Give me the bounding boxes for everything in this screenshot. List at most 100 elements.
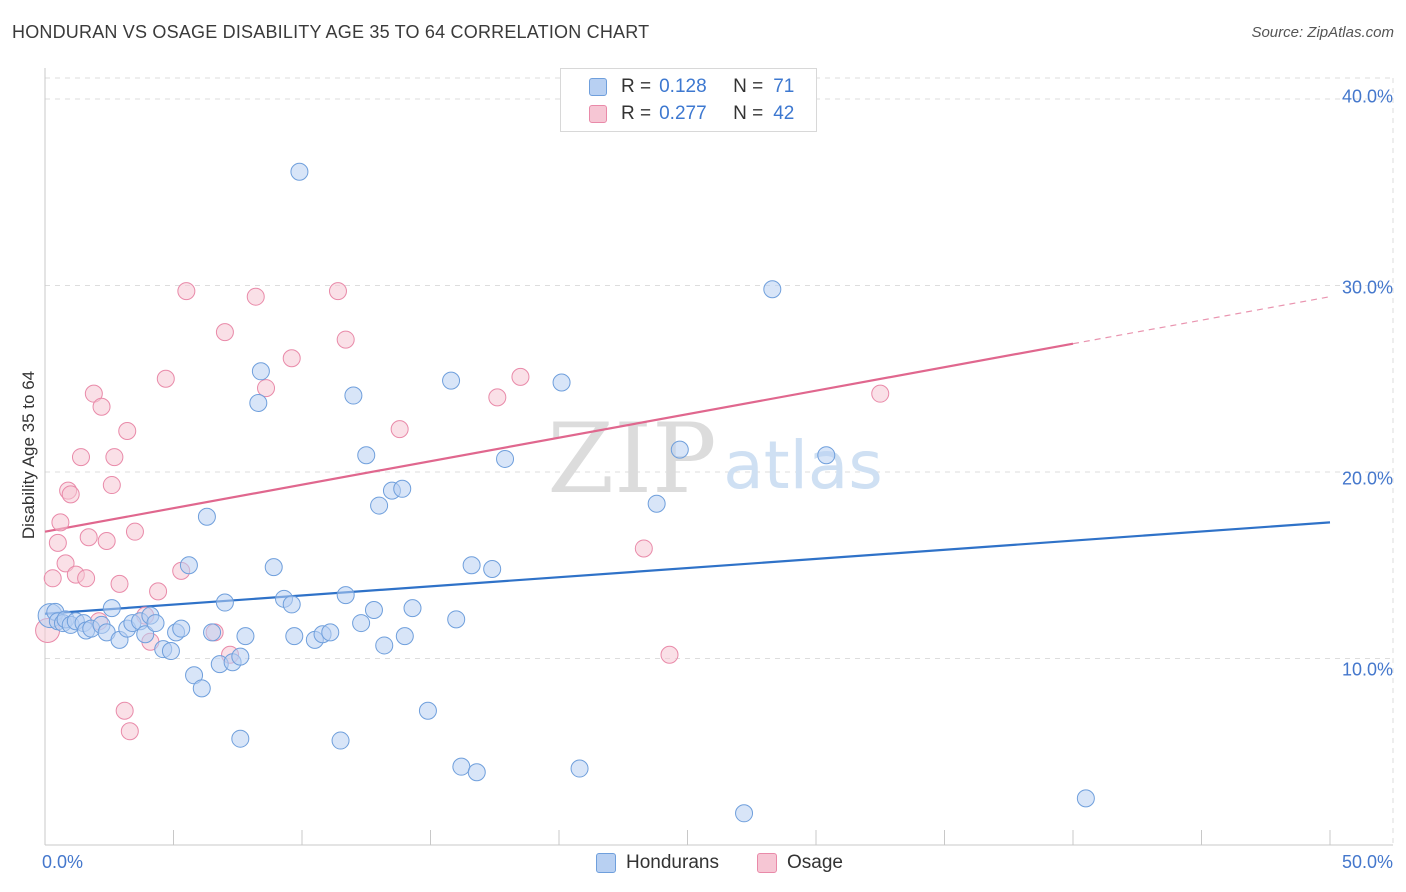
hondurans-point (442, 371, 461, 390)
hondurans-legend-swatch (596, 853, 616, 873)
hondurans-point (395, 627, 414, 646)
osage-point (660, 645, 679, 664)
y-tick-label-20: 20.0% (1341, 468, 1393, 489)
hondurans-point (462, 556, 481, 575)
y-tick-label-40: 40.0% (1341, 86, 1393, 107)
hondurans-point (467, 763, 486, 782)
hondurans-point (331, 731, 350, 750)
hondurans-point (231, 729, 250, 748)
bottom-legend-hondurans: Hondurans (596, 852, 719, 874)
osage-point (177, 282, 196, 301)
hondurans-point (552, 373, 571, 392)
hondurans-point (447, 610, 466, 629)
hondurans-point (370, 496, 389, 515)
hondurans-point (172, 619, 191, 638)
hondurans-point (215, 593, 234, 612)
osage-point (390, 420, 409, 439)
legend-n-value: 71 (773, 76, 795, 97)
source-credit: Source: ZipAtlas.com (1251, 24, 1394, 41)
hondurans-point (102, 599, 121, 618)
hondurans-point (735, 804, 754, 823)
osage-point (61, 485, 80, 504)
osage-point (120, 722, 139, 741)
osage-trend-line (44, 342, 1074, 533)
osage-point (110, 574, 129, 593)
bottom-legend-osage: Osage (757, 852, 843, 874)
hondurans-point (763, 280, 782, 299)
osage-point (118, 421, 137, 440)
hondurans-point (146, 614, 165, 633)
hondurans-point (249, 393, 268, 412)
legend-n-label: N = (733, 103, 764, 124)
osage-point (282, 349, 301, 368)
hondurans-point (336, 586, 355, 605)
hondurans-point (418, 701, 437, 720)
osage-point (97, 532, 116, 551)
hondurans-point (393, 479, 412, 498)
hondurans-point (236, 627, 255, 646)
osage-point (634, 539, 653, 558)
osage-point (51, 513, 70, 532)
gridlines (45, 77, 1394, 845)
hondurans-point (357, 446, 376, 465)
osage-point (79, 528, 98, 547)
osage-point (115, 701, 134, 720)
hondurans-point (161, 642, 180, 661)
y-axis-label: Disability Age 35 to 64 (19, 370, 38, 540)
trendlines (44, 296, 1331, 615)
hondurans-point (231, 647, 250, 666)
legend-row-hondurans: R = 0.128 N = 71 (589, 75, 794, 99)
hondurans-point (483, 559, 502, 578)
hondurans-point (136, 625, 155, 644)
watermark: ZIP atlas (547, 403, 882, 515)
hondurans-point (817, 446, 836, 465)
y-tick-label-30: 30.0% (1341, 277, 1393, 298)
osage-point (246, 287, 265, 306)
hondurans-points (37, 162, 1095, 823)
legend-r-value: 0.128 (659, 76, 707, 97)
hondurans-point (403, 599, 422, 618)
osage-legend-swatch (757, 853, 777, 873)
hondurans-point (282, 595, 301, 614)
x-tick-label-min: 0.0% (42, 852, 84, 872)
osage-point (125, 522, 144, 541)
hondurans-point (251, 362, 270, 381)
hondurans-legend-label: Hondurans (626, 852, 719, 873)
hondurans-point (496, 449, 515, 468)
x-tick-label-max: 50.0% (1341, 852, 1393, 872)
hondurans-swatch (589, 78, 607, 96)
axes (44, 68, 1393, 846)
hondurans-point (352, 614, 371, 633)
legend-r-value: 0.277 (659, 103, 707, 124)
legend-r-label: R = (621, 103, 652, 124)
osage-point (336, 330, 355, 349)
legend-n-value: 42 (773, 103, 795, 124)
osage-point (149, 582, 168, 601)
hondurans-point (344, 386, 363, 405)
hondurans-trend-line (44, 521, 1331, 615)
y-tick-label-10: 10.0% (1341, 659, 1393, 680)
osage-point (871, 384, 890, 403)
hondurans-point (285, 627, 304, 646)
stats-legend: R = 0.128 N = 71 R = 0.277 N = 42 (560, 68, 817, 132)
osage-point (77, 569, 96, 588)
legend-r-label: R = (621, 76, 652, 97)
osage-point (56, 554, 75, 573)
hondurans-point (452, 757, 471, 776)
legend-n-label: N = (733, 76, 764, 97)
chart-title: HONDURAN VS OSAGE DISABILITY AGE 35 TO 6… (12, 22, 650, 42)
osage-point (328, 282, 347, 301)
osage-point (257, 379, 276, 398)
hondurans-point (570, 759, 589, 778)
hondurans-point (290, 162, 309, 181)
osage-point (488, 388, 507, 407)
osage-trend-extension (1072, 296, 1331, 345)
hondurans-point (670, 440, 689, 459)
hondurans-point (647, 494, 666, 513)
osage-point (92, 397, 111, 416)
osage-point (511, 367, 530, 386)
hondurans-point (264, 558, 283, 577)
legend-row-osage: R = 0.277 N = 42 (589, 102, 794, 126)
hondurans-point (203, 623, 222, 642)
